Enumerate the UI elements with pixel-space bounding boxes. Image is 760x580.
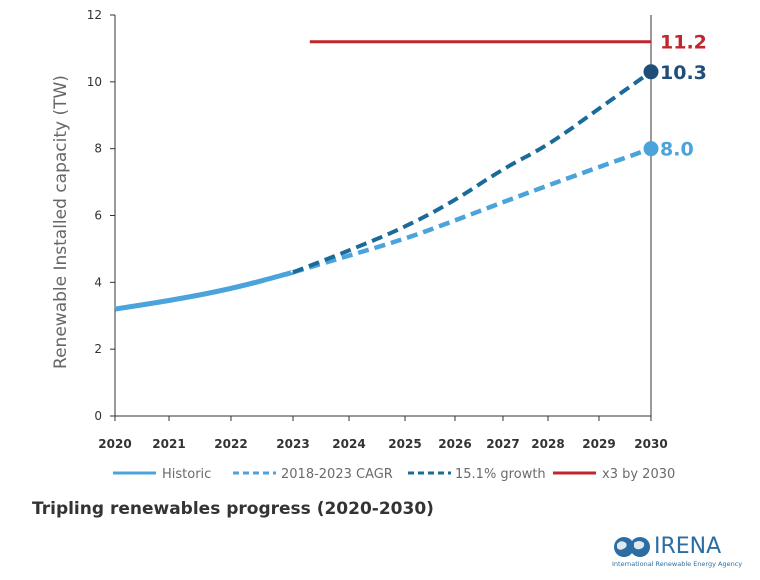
y-axis-label: Renewable Installed capacity (TW): [51, 75, 71, 369]
series-end-labels: 8.0 10.3 11.2: [643, 32, 707, 161]
y-tick-label: 2: [94, 342, 102, 356]
legend: Historic 2018-2023 CAGR 15.1% growth x3 by …: [113, 467, 675, 482]
series-line-1: [292, 146, 652, 275]
series-end-label: 8.0: [660, 139, 694, 161]
logo-name: IRENA: [654, 534, 722, 559]
y-tick-label: 6: [94, 209, 102, 223]
irena-logo: IRENA International Renewable Energy Age…: [612, 534, 742, 574]
x-tick-label: 2025: [388, 437, 421, 451]
x-tick-label: 2021: [152, 437, 185, 451]
legend-label: 15.1% growth: [455, 467, 546, 482]
legend-label: Historic: [162, 467, 211, 482]
x-tick-label: 2022: [214, 437, 247, 451]
y-tick-label: 10: [87, 75, 102, 89]
y-tick-label: 0: [94, 409, 102, 423]
series-end-marker: [643, 64, 659, 80]
x-tick-label: 2029: [582, 437, 615, 451]
series-lines: [114, 40, 653, 312]
x-axis-ticks: 2020 2021 2022 2023 2024 2025 2026 2027 2028 2029…: [98, 416, 668, 451]
y-axis-ticks: 0 2 4 6 8 10 12: [87, 8, 115, 423]
series-line-2: [292, 70, 653, 275]
y-tick-label: 8: [94, 142, 102, 156]
legend-label: x3 by 2030: [602, 467, 675, 482]
logo-tagline: International Renewable Energy Agency: [612, 560, 743, 568]
x-tick-label: 2024: [332, 437, 365, 451]
series-end-label: 11.2: [660, 32, 707, 54]
series-line-0: [114, 269, 294, 312]
axes: [114, 15, 652, 417]
x-tick-label: 2028: [531, 437, 564, 451]
chart-caption: Tripling renewables progress (2020-2030): [32, 499, 434, 519]
y-tick-label: 12: [87, 8, 102, 22]
x-tick-label: 2030: [634, 437, 667, 451]
legend-label: 2018-2023 CAGR: [281, 467, 393, 482]
globe-icon: [614, 537, 650, 557]
x-tick-label: 2027: [486, 437, 519, 451]
x-tick-label: 2023: [276, 437, 309, 451]
x-tick-label: 2020: [98, 437, 131, 451]
x-tick-label: 2026: [438, 437, 471, 451]
series-end-label: 10.3: [660, 62, 707, 84]
series-end-marker: [643, 141, 659, 157]
y-tick-label: 4: [94, 275, 102, 289]
